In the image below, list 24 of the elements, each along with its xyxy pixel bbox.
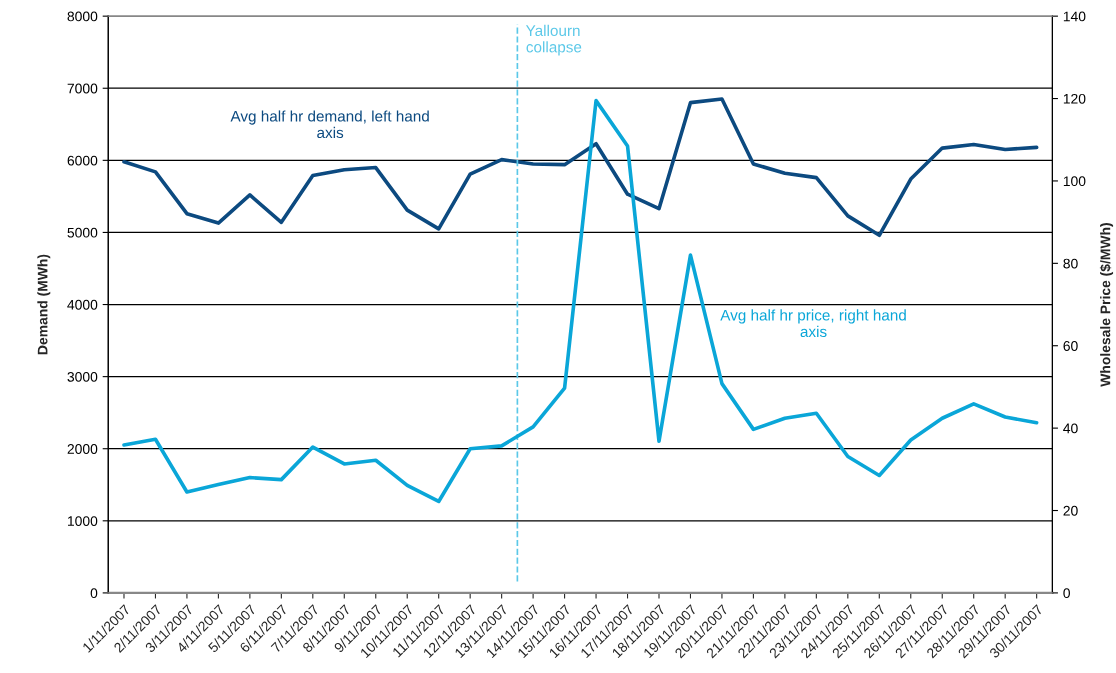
y2-tick-label: 20 (1063, 505, 1078, 516)
y-tick-label: 4000 (67, 299, 98, 310)
line-series (122, 97, 1039, 238)
text: Avg half hr demand, left hand axis (230, 110, 429, 139)
y-tick-label: 3000 (67, 371, 98, 382)
y2-tick-label: 0 (1063, 588, 1070, 599)
series-label: Avg half hr price, right hand axis (720, 309, 906, 338)
y-axis-title: Demand (MWh) (37, 254, 51, 355)
y-tick-label: 2000 (67, 444, 98, 454)
y-tick-label: 8000 (67, 11, 98, 22)
y-tick-label: 5000 (67, 227, 98, 238)
y-tick-label: 1000 (68, 516, 98, 526)
y2-tick-label: 140 (1063, 11, 1086, 22)
y2-axis-title: Wholesale Price ($/MWh) (1099, 223, 1114, 387)
y-tick-label: 0 (90, 588, 98, 599)
y-tick-label: 6000 (67, 155, 98, 166)
y2-tick-label: 120 (1063, 93, 1086, 104)
y2-tick-label: 80 (1063, 258, 1078, 269)
ref-line-label: Yallourn collapse (525, 24, 582, 56)
line-series (122, 98, 1039, 504)
y2-tick-label: 100 (1063, 176, 1086, 187)
y2-tick-label: 40 (1063, 423, 1078, 434)
y2-tick-label: 60 (1063, 341, 1078, 351)
y-tick-label: 7000 (67, 83, 98, 94)
